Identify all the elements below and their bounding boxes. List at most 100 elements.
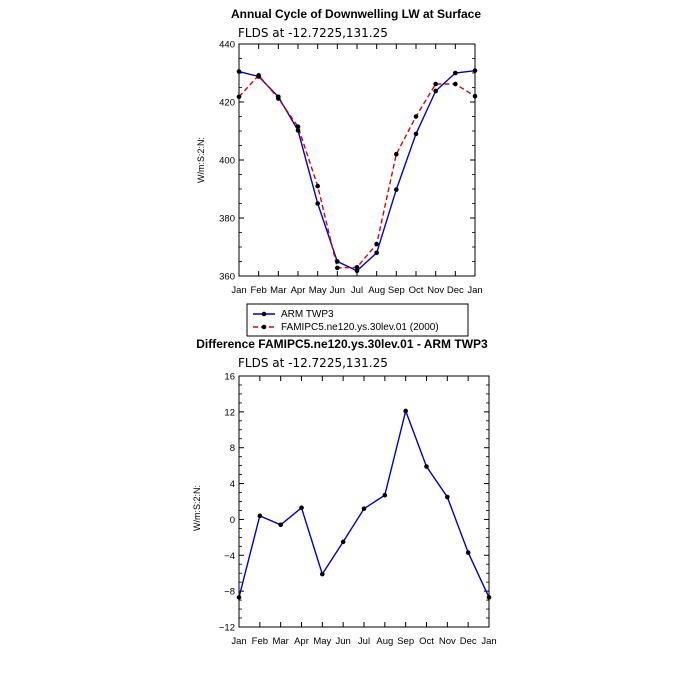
chart-bottom-y-tick-label: 16: [224, 372, 235, 383]
legend-frame: [246, 303, 469, 337]
chart-top-x-tick-label: Aug: [368, 285, 385, 296]
chart-top-series-2-point: [236, 94, 242, 100]
chart-bottom-series-1-point: [424, 464, 429, 469]
chart-bottom-series-1-point: [340, 539, 346, 545]
chart-bottom-y-ticks: −12 −8 −4 0 4 8 12 16: [219, 372, 489, 634]
chart-bottom-x-tick-label: Aug: [376, 636, 393, 647]
chart-top-series-2-point: [394, 151, 399, 157]
chart-top-series-line-1: [238, 70, 476, 272]
chart-bottom-y-tick-label: 8: [230, 443, 235, 454]
chart-top-series-1-point: [413, 131, 419, 137]
chart-bottom-x-tick-label: Mar: [272, 636, 288, 647]
chart-top-series-2-point: [433, 81, 438, 87]
chart-bottom-series-1-point: [361, 506, 367, 511]
chart-top-series-1-point: [433, 88, 438, 94]
chart-top-series-1-point: [236, 69, 242, 74]
chart-top-series: [236, 68, 478, 274]
chart-bottom-series-1-point: [445, 494, 450, 500]
chart-bottom-x-tick-label: Apr: [294, 636, 309, 647]
chart-top-series-1-point: [354, 268, 360, 274]
chart-top-series-2-point: [374, 241, 379, 247]
chart-top-x-tick-label: Mar: [270, 285, 286, 296]
chart-bottom-title: Difference FAMIPC5.ne120.ys.30lev.01 - A…: [196, 337, 488, 351]
chart-top-y-tick-label: 400: [219, 156, 235, 167]
chart-top-y-tick-label: 380: [219, 214, 235, 225]
chart-top-series-1-point: [335, 259, 340, 264]
chart-bottom-x-tick-label: Oct: [419, 636, 434, 647]
chart-bottom-plot-frame: [238, 375, 490, 628]
chart-top-series-line-2: [238, 74, 476, 269]
chart-top-x-tick-label: Jan: [231, 285, 246, 296]
chart-bottom: Difference FAMIPC5.ne120.ys.30lev.01 - A…: [192, 337, 497, 647]
chart-bottom-y-tick-label: −12: [219, 623, 235, 634]
chart-top-x-tick-label: Sep: [388, 285, 405, 296]
chart-bottom-x-tick-label: Dec: [460, 636, 477, 647]
chart-bottom-x-tick-label: Feb: [252, 636, 268, 647]
chart-top-series-1-point: [472, 68, 478, 73]
chart-top-series-1-point: [453, 70, 458, 76]
chart-top-series-2-point: [295, 124, 301, 129]
chart-top-series-2-point: [335, 265, 340, 271]
chart-bottom-y-tick-label: 0: [230, 515, 235, 526]
chart-top-y-ticks: 360 380 400 420 440: [219, 40, 475, 283]
legend-label-arm-twp3: ARM TWP3: [281, 309, 334, 320]
chart-top: Annual Cycle of Downwelling LW at Surfac…: [196, 7, 483, 296]
chart-bottom-series: [236, 408, 492, 600]
chart-top-title: Annual Cycle of Downwelling LW at Surfac…: [231, 7, 481, 21]
chart-top-series-1-point: [374, 250, 379, 256]
chart-bottom-y-tick-label: 4: [230, 479, 235, 490]
chart-bottom-x-tick-label: Sep: [397, 636, 414, 647]
chart-top-series-2-point: [276, 96, 281, 101]
chart-top-series-2-point: [354, 265, 360, 270]
chart-top-x-tick-label: Nov: [427, 285, 444, 296]
legend-marker-famipc5: [261, 324, 267, 330]
legend-label-famipc5: FAMIPC5.ne120.ys.30lev.01 (2000): [281, 322, 439, 333]
chart-bottom-x-tick-label: Nov: [439, 636, 456, 647]
chart-bottom-series-1-point: [257, 513, 263, 519]
chart-bottom-x-ticks: Jan Feb Mar Apr May Jun Jul Aug Sep Oct Nov Dec Jan: [231, 376, 497, 647]
chart-top-series-1-point: [394, 187, 399, 192]
chart-bottom-x-tick-label: May: [313, 636, 331, 647]
chart-top-y-tick-label: 360: [219, 272, 235, 283]
chart-bottom-series-1-point: [320, 571, 325, 577]
chart-bottom-series-1-point: [486, 595, 492, 600]
chart-bottom-x-tick-label: Jun: [336, 636, 351, 647]
chart-bottom-series-1-point: [299, 505, 304, 511]
chart-bottom-y-tick-label: −4: [224, 551, 235, 562]
chart-top-series-1-point: [315, 201, 320, 206]
chart-top-series-2-point: [256, 73, 261, 78]
chart-bottom-series-line-1: [238, 408, 490, 598]
chart-top-x-tick-label: Jul: [351, 285, 363, 296]
chart-bottom-x-tick-label: Jul: [358, 636, 370, 647]
chart-bottom-y-tick-label: −8: [224, 587, 235, 598]
chart-top-x-tick-label: Dec: [447, 285, 464, 296]
legend-marker-arm-twp3: [261, 311, 267, 317]
chart-top-series-2-point: [413, 114, 419, 119]
chart-top-series-2-point: [472, 93, 478, 99]
chart-bottom-x-tick-label: Jan: [231, 636, 246, 647]
chart-top-y-axis-label: W/m:S:2:N:: [196, 137, 206, 183]
chart-top-x-tick-label: May: [309, 285, 327, 296]
chart-top-x-tick-label: Feb: [250, 285, 266, 296]
legend: ARM TWP3 FAMIPC5.ne120.ys.30lev.01 (2000…: [246, 303, 469, 337]
chart-top-plot-frame: [238, 43, 476, 277]
chart-bottom-series-1-point: [278, 522, 283, 528]
chart-top-series-2-point: [453, 81, 458, 87]
chart-bottom-series-1-point: [382, 492, 388, 498]
chart-top-series-1-point: [295, 128, 301, 133]
chart-top-x-ticks: Jan Feb Mar Apr May Jun Jul Aug Sep Oct Nov Dec Jan: [231, 44, 483, 296]
chart-top-x-tick-label: Jan: [467, 285, 482, 296]
chart-top-x-tick-label: Jun: [330, 285, 345, 296]
chart-top-x-tick-label: Apr: [291, 285, 306, 296]
chart-bottom-series-1-point: [236, 595, 242, 600]
chart-bottom-subtitle: FLDS at -12.7225,131.25: [238, 356, 388, 370]
chart-bottom-x-tick-label: Jan: [481, 636, 496, 647]
chart-top-y-tick-label: 420: [219, 98, 235, 109]
chart-bottom-y-axis-label: W/m:S:2:N:: [192, 485, 202, 531]
chart-top-series-2-point: [315, 183, 320, 189]
chart-bottom-y-tick-label: 12: [224, 407, 235, 418]
chart-bottom-series-1-point: [465, 550, 471, 555]
chart-bottom-series-1-point: [403, 408, 408, 414]
chart-top-x-tick-label: Oct: [409, 285, 424, 296]
